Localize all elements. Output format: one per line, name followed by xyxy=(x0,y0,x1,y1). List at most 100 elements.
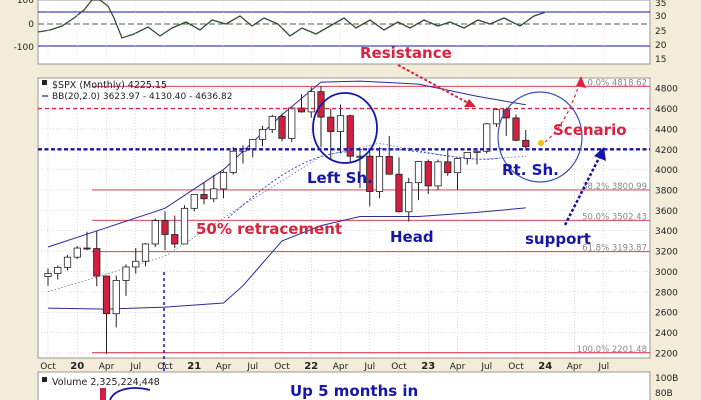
indicator-right-axis: 35 30 25 20 15 xyxy=(655,0,667,65)
volume-legend-marker xyxy=(42,377,47,382)
candle-body-48 xyxy=(512,117,520,141)
price-tick-4000: 4000 xyxy=(655,166,678,176)
candle-body-26 xyxy=(297,107,306,113)
candle-body-21 xyxy=(249,138,257,150)
fib-100-0-label: 100.0% 2201.48 xyxy=(577,345,647,355)
indicator-right-tick-4: 15 xyxy=(655,55,666,65)
indicator-right-tick-3: 20 xyxy=(655,41,667,51)
volume-circle-arc xyxy=(109,387,151,400)
x-tick-12: Oct xyxy=(391,362,407,372)
volume-panel: Volume 2,325,224,448 Up 5 months in 100B… xyxy=(37,371,678,400)
price-tick-2400: 2400 xyxy=(655,329,678,339)
indicator-right-tick-2: 25 xyxy=(655,27,666,37)
indicator-left-axis: 100 0 -100 xyxy=(14,0,35,53)
x-tick-11: Jul xyxy=(363,362,375,372)
support-arrowhead xyxy=(594,147,606,161)
x-tick-18: Apr xyxy=(567,362,583,372)
price-tick-3800: 3800 xyxy=(655,187,678,197)
candle-body-27 xyxy=(307,91,315,113)
legend-marker-symbol xyxy=(42,80,47,85)
indicator-plot-area xyxy=(37,0,651,65)
current-price-dot xyxy=(538,140,544,146)
candle-body-24 xyxy=(278,115,286,139)
annotation-scenario: Scenario xyxy=(553,121,627,139)
candle-body-37 xyxy=(405,182,413,213)
price-tick-4200: 4200 xyxy=(655,146,678,156)
legend-symbol-text: $SPX (Monthly) 4225.15 xyxy=(52,80,167,91)
candle-body-30 xyxy=(336,115,345,132)
candle-body-33 xyxy=(366,155,374,192)
candle-body-35 xyxy=(385,155,393,175)
fib-61-8-label: 61.8% 3193.87 xyxy=(582,244,647,254)
candle-body-31 xyxy=(346,115,354,157)
candle-body-2 xyxy=(63,256,72,268)
candle-body-15 xyxy=(190,194,198,209)
candle-body-5 xyxy=(93,248,101,277)
candle-body-12 xyxy=(161,220,169,235)
candle-body-29 xyxy=(327,116,335,132)
neckline-curve xyxy=(227,148,501,219)
volume-plot-area xyxy=(37,371,651,400)
pattern-markings xyxy=(163,64,606,400)
x-tick-7: Jul xyxy=(246,362,258,372)
volume-annotation: Up 5 months in xyxy=(290,382,418,400)
candle-body-45 xyxy=(483,123,491,152)
candle-body-14 xyxy=(180,207,189,245)
price-tick-3600: 3600 xyxy=(655,207,678,217)
candle-body-17 xyxy=(210,188,218,200)
price-legend: $SPX (Monthly) 4225.15 BB(20,2.0) 3623.9… xyxy=(42,80,232,102)
x-tick-9: 22 xyxy=(304,361,318,372)
x-tick-14: Apr xyxy=(450,362,466,372)
candle-body-46 xyxy=(492,109,501,125)
x-tick-10: Apr xyxy=(333,362,349,372)
indicator-left-tick-1: 0 xyxy=(28,20,34,30)
candle-body-6 xyxy=(102,275,111,315)
price-tick-4600: 4600 xyxy=(655,105,678,115)
candle-body-44 xyxy=(473,150,481,153)
indicator-right-tick-1: 30 xyxy=(655,12,667,22)
legend-bb-text: BB(20,2.0) 3623.97 - 4130.40 - 4636.82 xyxy=(52,92,232,102)
right-shoulder-circle xyxy=(497,91,583,183)
candle-body-10 xyxy=(141,243,150,262)
candle-body-22 xyxy=(258,129,267,140)
x-tick-19: Jul xyxy=(597,362,609,372)
candle-body-38 xyxy=(414,161,423,184)
candle-body-0 xyxy=(44,273,52,277)
price-tick-3200: 3200 xyxy=(655,248,678,258)
bb-lower-band xyxy=(47,207,526,310)
x-tick-4: Oct xyxy=(157,362,173,372)
x-tick-13: 23 xyxy=(421,361,435,372)
volume-legend: Volume 2,325,224,448 xyxy=(52,377,160,388)
x-tick-5: 21 xyxy=(187,361,201,372)
candle-body-49 xyxy=(522,139,530,148)
candle-body-8 xyxy=(122,266,130,281)
annotation-resistance: Resistance xyxy=(360,44,452,62)
indicator-left-tick-2: -100 xyxy=(14,43,35,53)
candle-body-36 xyxy=(395,173,403,213)
price-tick-2200: 2200 xyxy=(655,349,678,359)
x-tick-2: Apr xyxy=(99,362,115,372)
x-axis: Oct 20 Apr Jul Oct 21 Apr Jul Oct 22 Apr Jul Oct 23 Ap… xyxy=(40,361,609,372)
volume-bar xyxy=(100,388,106,400)
candle-body-4 xyxy=(83,247,91,250)
candle-body-34 xyxy=(375,155,384,192)
candle-body-11 xyxy=(151,220,159,245)
candle-body-7 xyxy=(112,280,120,315)
candle-body-9 xyxy=(132,260,140,268)
support-arrow xyxy=(563,155,602,226)
price-tick-4400: 4400 xyxy=(655,125,678,135)
candle-body-39 xyxy=(424,161,432,187)
candle-body-40 xyxy=(434,161,442,187)
volume-right-axis: 100B 80B xyxy=(655,374,678,399)
annotation-support: support xyxy=(525,230,591,248)
x-tick-17: 24 xyxy=(538,361,552,372)
x-tick-1: 20 xyxy=(70,361,84,372)
price-panel: 4800 4600 4400 4200 4000 3800 3600 3400 3200 3000… xyxy=(37,0,678,400)
level-lines xyxy=(38,107,650,151)
candle-body-18 xyxy=(219,171,228,190)
candle-body-41 xyxy=(444,161,452,174)
x-tick-16: Oct xyxy=(508,362,524,372)
left-shoulder-circle xyxy=(312,92,378,164)
annotation-left-shoulder: Left Sh. xyxy=(307,169,373,187)
fib-50-0-label: 50.0% 3502.43 xyxy=(582,212,647,222)
